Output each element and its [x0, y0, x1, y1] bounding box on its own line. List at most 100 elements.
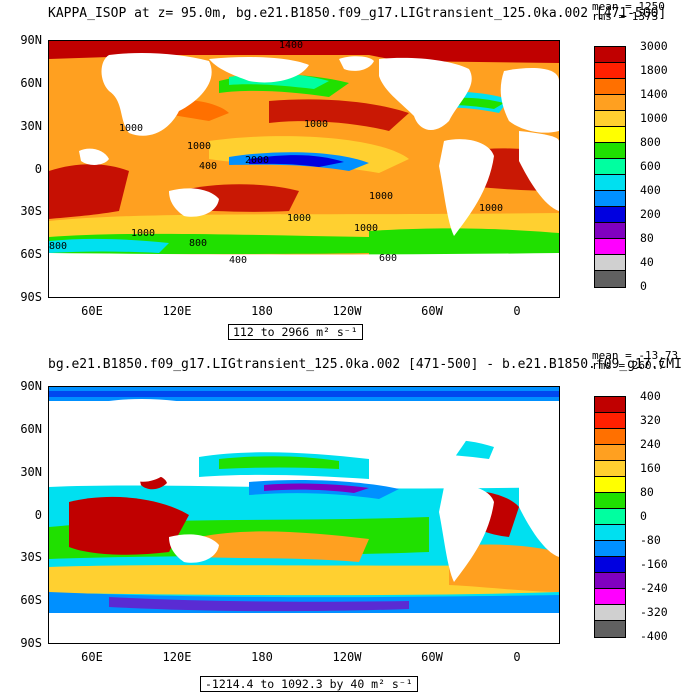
- bottom-lat-label: 90N: [20, 379, 42, 393]
- bottom-colorbar-swatch: [595, 541, 625, 557]
- bottom-colorbar-swatch: [595, 493, 625, 509]
- bottom-map-panel: [48, 386, 560, 644]
- bottom-lon-label: 120W: [332, 650, 362, 664]
- bottom-colorbar-swatch: [595, 589, 625, 605]
- bottom-lat-label: 60S: [20, 593, 42, 607]
- top-colorbar-label: 40: [640, 255, 654, 269]
- top-rms-stat: rms = 1373: [592, 10, 659, 23]
- top-colorbar-swatch: [595, 143, 625, 159]
- top-lat-label: 0: [34, 162, 42, 176]
- top-contour-label: 600: [379, 253, 398, 264]
- bottom-colorbar-label: 320: [640, 413, 661, 427]
- top-colorbar-swatch: [595, 239, 625, 255]
- bottom-colorbar-swatch: [595, 605, 625, 621]
- top-lon-label: 60E: [81, 304, 103, 318]
- top-contour-label: 2000: [245, 155, 270, 166]
- bottom-colorbar-swatch: [595, 557, 625, 573]
- top-lon-label: 120W: [332, 304, 362, 318]
- top-lat-label: 60S: [20, 247, 42, 261]
- bottom-colorbar-swatch: [595, 413, 625, 429]
- bottom-colorbar-label: -240: [640, 581, 668, 595]
- top-colorbar-label: 600: [640, 159, 661, 173]
- top-lat-label: 30N: [20, 119, 42, 133]
- top-mean-stat: mean = 1250: [592, 0, 665, 13]
- bottom-colorbar: [594, 396, 626, 638]
- bottom-lat-label: 30N: [20, 465, 42, 479]
- top-colorbar-swatch: [595, 111, 625, 127]
- bottom-colorbar-label: 160: [640, 461, 661, 475]
- bottom-lat-label: 30S: [20, 550, 42, 564]
- top-colorbar-label: 1400: [640, 87, 668, 101]
- bottom-lon-label: 60E: [81, 650, 103, 664]
- top-contour-label: 1000: [369, 191, 394, 202]
- top-colorbar: [594, 46, 626, 288]
- top-contour-label: 800: [189, 238, 208, 249]
- top-colorbar-label: 200: [640, 207, 661, 221]
- bottom-colorbar-label: 240: [640, 437, 661, 451]
- bottom-lon-label: 180: [251, 650, 273, 664]
- bottom-difference-map: [49, 387, 559, 643]
- bottom-rms-stat: rms = 260.7: [592, 359, 665, 372]
- bottom-colorbar-label: 400: [640, 389, 661, 403]
- top-colorbar-swatch: [595, 79, 625, 95]
- top-contour-label: 1000: [354, 223, 379, 234]
- top-field-map: [49, 41, 559, 297]
- bottom-colorbar-label: -80: [640, 533, 661, 547]
- bottom-colorbar-swatch: [595, 461, 625, 477]
- bottom-colorbar-swatch: [595, 573, 625, 589]
- top-colorbar-label: 1000: [640, 111, 668, 125]
- bottom-colorbar-swatch: [595, 397, 625, 413]
- bottom-colorbar-label: 80: [640, 485, 654, 499]
- top-contour-label: 800: [49, 241, 68, 252]
- top-lat-label: 30S: [20, 204, 42, 218]
- top-contour-label: 400: [229, 255, 248, 266]
- top-colorbar-swatch: [595, 47, 625, 63]
- top-colorbar-swatch: [595, 175, 625, 191]
- top-contour-label: 400: [199, 161, 218, 172]
- bottom-colorbar-swatch: [595, 525, 625, 541]
- top-colorbar-label: 800: [640, 135, 661, 149]
- top-lon-label: 60W: [421, 304, 443, 318]
- top-map-title: KAPPA_ISOP at z= 95.0m, bg.e21.B1850.f09…: [48, 6, 667, 21]
- top-contour-label: 1400: [279, 40, 304, 51]
- top-map-panel: 1400 1000 1000 2000 1000 1000 1000 1000 …: [48, 40, 560, 298]
- top-colorbar-swatch: [595, 63, 625, 79]
- top-lon-label: 0: [513, 304, 521, 318]
- top-colorbar-swatch: [595, 207, 625, 223]
- top-colorbar-swatch: [595, 223, 625, 239]
- top-colorbar-swatch: [595, 95, 625, 111]
- top-lat-label: 90N: [20, 33, 42, 47]
- top-lat-label: 90S: [20, 290, 42, 304]
- top-colorbar-label: 0: [640, 279, 647, 293]
- top-colorbar-swatch: [595, 255, 625, 271]
- top-contour-label: 1000: [187, 141, 212, 152]
- bottom-lat-label: 90S: [20, 636, 42, 650]
- top-lon-label: 180: [251, 304, 273, 318]
- bottom-lon-label: 0: [513, 650, 521, 664]
- bottom-colorbar-label: -320: [640, 605, 668, 619]
- bottom-colorbar-swatch: [595, 477, 625, 493]
- top-colorbar-label: 1800: [640, 63, 668, 77]
- bottom-lat-label: 0: [34, 508, 42, 522]
- bottom-lat-label: 60N: [20, 422, 42, 436]
- bottom-colorbar-swatch: [595, 445, 625, 461]
- bottom-range-caption: -1214.4 to 1092.3 by 40 m² s⁻¹: [200, 676, 418, 692]
- bottom-colorbar-label: -160: [640, 557, 668, 571]
- top-colorbar-swatch: [595, 159, 625, 175]
- top-lon-label: 120E: [162, 304, 192, 318]
- top-colorbar-label: 80: [640, 231, 654, 245]
- bottom-colorbar-swatch: [595, 429, 625, 445]
- top-range-caption: 112 to 2966 m² s⁻¹: [228, 324, 363, 340]
- bottom-colorbar-swatch: [595, 621, 625, 637]
- top-contour-label: 1000: [479, 203, 504, 214]
- top-colorbar-swatch: [595, 191, 625, 207]
- top-colorbar-swatch: [595, 271, 625, 287]
- top-lat-label: 60N: [20, 76, 42, 90]
- top-colorbar-label: 3000: [640, 39, 668, 53]
- bottom-colorbar-label: -400: [640, 629, 668, 643]
- top-contour-label: 1000: [131, 228, 156, 239]
- bottom-lon-label: 120E: [162, 650, 192, 664]
- bottom-mean-stat: mean = -13.73: [592, 349, 679, 362]
- top-contour-label: 1000: [287, 213, 312, 224]
- bottom-colorbar-label: 0: [640, 509, 647, 523]
